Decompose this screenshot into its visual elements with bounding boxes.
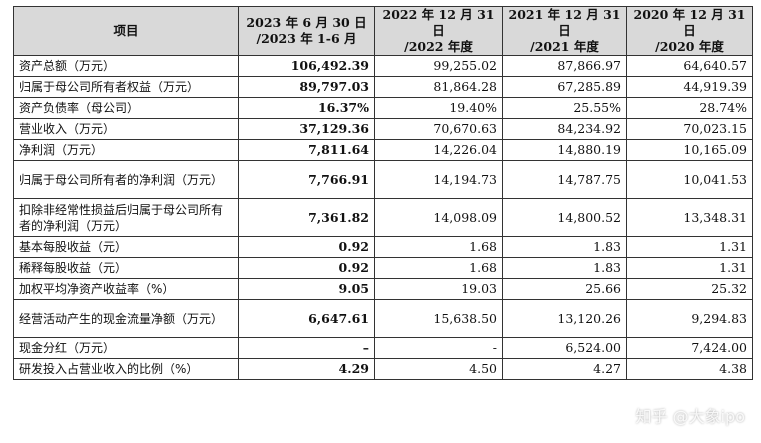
cell-value: 89,797.03: [238, 76, 375, 98]
cell-value: 28.74%: [626, 97, 753, 119]
cell-value: 1.68: [374, 236, 503, 258]
cell-value: 99,255.02: [374, 55, 503, 77]
row-label: 经营活动产生的现金流量净额（万元）: [13, 299, 239, 338]
cell-value: 25.32: [626, 278, 753, 300]
cell-value: 0.92: [238, 257, 375, 279]
header-row: 项目 2023 年 6 月 30 日 /2023 年 1-6 月 2022 年 …: [13, 6, 753, 56]
row-label: 基本每股收益（元）: [13, 236, 239, 258]
row-label: 研发投入占营业收入的比例（%）: [13, 358, 239, 380]
table-row: 归属于母公司所有者的净利润（万元） 7,766.91 14,194.73 14,…: [13, 160, 753, 199]
cell-value: 14,226.04: [374, 139, 503, 161]
cell-value: 1.68: [374, 257, 503, 279]
cell-value: 7,811.64: [238, 139, 375, 161]
row-label: 稀释每股收益（元）: [13, 257, 239, 279]
row-label: 资产总额（万元）: [13, 55, 239, 77]
header-2020: 2020 年 12 月 31 日 /2020 年度: [626, 6, 753, 56]
cell-value: 7,424.00: [626, 337, 753, 359]
cell-value: 10,041.53: [626, 160, 753, 199]
cell-value: 4.38: [626, 358, 753, 380]
cell-value: –: [238, 337, 375, 359]
cell-value: 9.05: [238, 278, 375, 300]
cell-value: 4.50: [374, 358, 503, 380]
cell-value: 19.03: [374, 278, 503, 300]
cell-value: 7,361.82: [238, 198, 375, 237]
header-2021: 2021 年 12 月 31 日 /2021 年度: [502, 6, 627, 56]
cell-value: 1.31: [626, 257, 753, 279]
cell-value: 14,787.75: [502, 160, 627, 199]
table-row: 营业收入（万元） 37,129.36 70,670.63 84,234.92 7…: [13, 118, 753, 140]
cell-value: 1.83: [502, 257, 627, 279]
header-2022: 2022 年 12 月 31 日 /2022 年度: [374, 6, 503, 56]
cell-value: 106,492.39: [238, 55, 375, 77]
cell-value: 87,866.97: [502, 55, 627, 77]
table-row: 现金分红（万元） – - 6,524.00 7,424.00: [13, 337, 753, 359]
header-item: 项目: [13, 6, 239, 56]
cell-value: 67,285.89: [502, 76, 627, 98]
row-label: 归属于母公司所有者的净利润（万元）: [13, 160, 239, 199]
cell-value: 14,098.09: [374, 198, 503, 237]
header-2023h1: 2023 年 6 月 30 日 /2023 年 1-6 月: [238, 6, 375, 56]
table-row: 资产负债率（母公司） 16.37% 19.40% 25.55% 28.74%: [13, 97, 753, 119]
cell-value: 19.40%: [374, 97, 503, 119]
cell-value: 84,234.92: [502, 118, 627, 140]
cell-value: -: [374, 337, 503, 359]
row-label: 资产负债率（母公司）: [13, 97, 239, 119]
cell-value: 1.31: [626, 236, 753, 258]
cell-value: 9,294.83: [626, 299, 753, 338]
cell-value: 14,194.73: [374, 160, 503, 199]
cell-value: 4.27: [502, 358, 627, 380]
cell-value: 1.83: [502, 236, 627, 258]
table-row: 归属于母公司所有者权益（万元） 89,797.03 81,864.28 67,2…: [13, 76, 753, 98]
row-label: 净利润（万元）: [13, 139, 239, 161]
financial-data-table: 项目 2023 年 6 月 30 日 /2023 年 1-6 月 2022 年 …: [13, 6, 753, 380]
cell-value: 70,023.15: [626, 118, 753, 140]
cell-value: 14,880.19: [502, 139, 627, 161]
table-row: 研发投入占营业收入的比例（%） 4.29 4.50 4.27 4.38: [13, 358, 753, 380]
cell-value: 25.66: [502, 278, 627, 300]
table-row: 净利润（万元） 7,811.64 14,226.04 14,880.19 10,…: [13, 139, 753, 161]
cell-value: 14,800.52: [502, 198, 627, 237]
table-row: 稀释每股收益（元） 0.92 1.68 1.83 1.31: [13, 257, 753, 279]
cell-value: 16.37%: [238, 97, 375, 119]
cell-value: 7,766.91: [238, 160, 375, 199]
cell-value: 70,670.63: [374, 118, 503, 140]
table-row: 基本每股收益（元） 0.92 1.68 1.83 1.31: [13, 236, 753, 258]
row-label: 营业收入（万元）: [13, 118, 239, 140]
watermark: 知乎 @大象ipo: [635, 407, 745, 426]
cell-value: 64,640.57: [626, 55, 753, 77]
table-row: 资产总额（万元） 106,492.39 99,255.02 87,866.97 …: [13, 55, 753, 77]
row-label: 加权平均净资产收益率（%）: [13, 278, 239, 300]
row-label: 扣除非经常性损益后归属于母公司所有者的净利润（万元）: [13, 198, 239, 237]
table-row: 加权平均净资产收益率（%） 9.05 19.03 25.66 25.32: [13, 278, 753, 300]
cell-value: 4.29: [238, 358, 375, 380]
cell-value: 15,638.50: [374, 299, 503, 338]
table-row: 经营活动产生的现金流量净额（万元） 6,647.61 15,638.50 13,…: [13, 299, 753, 338]
cell-value: 0.92: [238, 236, 375, 258]
cell-value: 81,864.28: [374, 76, 503, 98]
cell-value: 6,524.00: [502, 337, 627, 359]
row-label: 归属于母公司所有者权益（万元）: [13, 76, 239, 98]
cell-value: 25.55%: [502, 97, 627, 119]
cell-value: 44,919.39: [626, 76, 753, 98]
cell-value: 13,348.31: [626, 198, 753, 237]
row-label: 现金分红（万元）: [13, 337, 239, 359]
cell-value: 10,165.09: [626, 139, 753, 161]
table-row: 扣除非经常性损益后归属于母公司所有者的净利润（万元） 7,361.82 14,0…: [13, 198, 753, 237]
cell-value: 6,647.61: [238, 299, 375, 338]
cell-value: 13,120.26: [502, 299, 627, 338]
cell-value: 37,129.36: [238, 118, 375, 140]
